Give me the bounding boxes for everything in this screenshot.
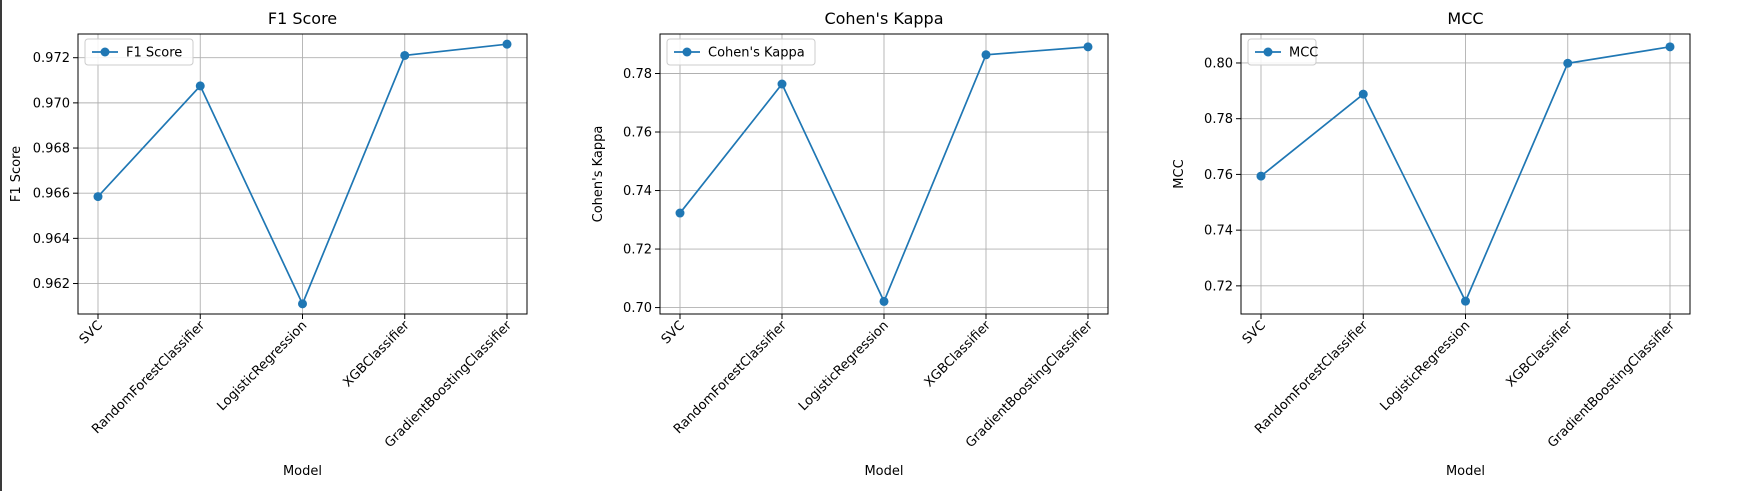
legend-swatch-marker	[1263, 47, 1273, 57]
x-axis-label: Model	[283, 464, 322, 479]
y-tick-label: 0.76	[1204, 168, 1233, 183]
y-tick-label: 0.966	[33, 187, 70, 202]
data-point	[1665, 42, 1675, 52]
y-tick-label: 0.76	[623, 126, 652, 141]
y-tick-label: 0.74	[1204, 224, 1233, 239]
data-point	[675, 208, 685, 218]
data-point	[1461, 296, 1470, 306]
legend: F1 Score	[84, 38, 194, 66]
chart-title: MCC	[1447, 9, 1483, 28]
legend-box	[666, 38, 816, 66]
legend-box	[84, 38, 194, 66]
y-tick-label: 0.80	[1204, 56, 1233, 71]
data-point	[981, 50, 991, 60]
y-tick-label: 0.78	[623, 67, 652, 82]
data-point	[502, 39, 512, 49]
y-tick-label: 0.72	[623, 243, 652, 258]
y-tick-label: 0.78	[1204, 112, 1233, 127]
y-axis-label: MCC	[1172, 159, 1187, 188]
chart-title: Cohen's Kappa	[824, 9, 943, 28]
data-point	[1083, 42, 1093, 52]
data-point	[1256, 171, 1266, 181]
legend-swatch-marker	[100, 47, 110, 57]
x-axis-label: Model	[864, 464, 903, 479]
legend-label: F1 Score	[126, 46, 182, 61]
y-axis-label: F1 Score	[9, 146, 24, 202]
y-tick-label: 0.970	[33, 96, 70, 111]
data-point	[93, 192, 103, 202]
legend-swatch-marker	[682, 47, 692, 57]
chart-title: F1 Score	[268, 9, 337, 28]
y-tick-label: 0.72	[1204, 279, 1233, 294]
data-point	[879, 296, 889, 306]
data-point	[1563, 58, 1573, 68]
y-tick-label: 0.972	[33, 51, 70, 66]
y-tick-label: 0.964	[33, 232, 70, 247]
y-tick-label: 0.74	[623, 184, 652, 199]
data-point	[777, 79, 787, 89]
y-axis-label: Cohen's Kappa	[591, 126, 606, 223]
data-point	[1358, 89, 1368, 99]
legend-label: MCC	[1289, 46, 1318, 61]
legend-label: Cohen's Kappa	[708, 46, 805, 61]
legend: MCC	[1247, 38, 1318, 66]
data-point	[400, 50, 410, 60]
legend: Cohen's Kappa	[666, 38, 816, 66]
y-tick-label: 0.968	[33, 142, 70, 157]
x-axis-label: Model	[1446, 464, 1485, 479]
data-point	[298, 299, 307, 309]
legend-box	[1247, 38, 1317, 66]
y-tick-label: 0.70	[623, 301, 652, 316]
data-point	[195, 81, 205, 91]
y-tick-label: 0.962	[33, 277, 70, 292]
